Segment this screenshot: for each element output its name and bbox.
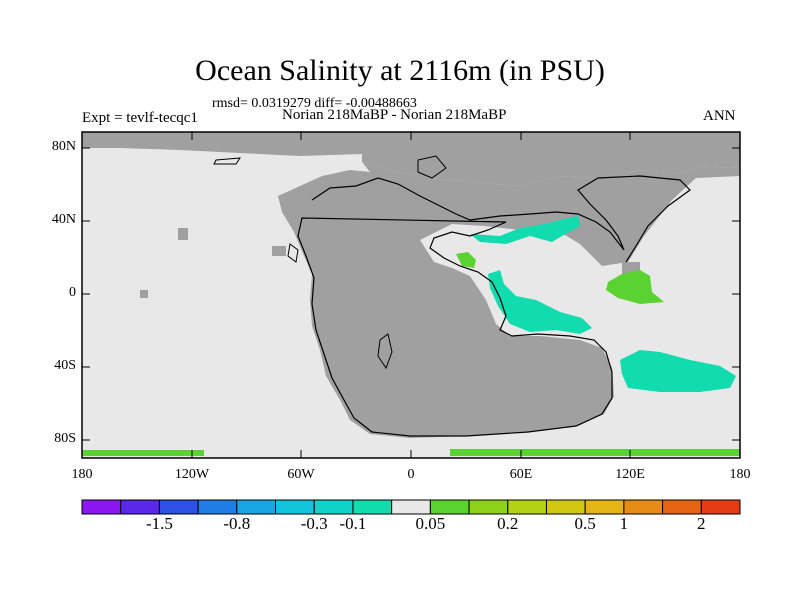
colorbar-box xyxy=(623,499,664,515)
anomaly-negative xyxy=(620,350,736,392)
y-tick-label: 80S xyxy=(54,431,76,446)
x-tick-label: 60W xyxy=(287,467,315,482)
y-tick-label: 0 xyxy=(69,285,76,300)
comparison-label: Norian 218MaBP - Norian 218MaBP xyxy=(282,107,507,123)
x-tick-label: 180 xyxy=(729,467,751,482)
colorbar-label: 0.5 xyxy=(574,514,596,533)
x-tick-label: 180 xyxy=(71,467,93,482)
stats-label: rmsd= 0.0319279 diff= -0.00488663 xyxy=(212,96,417,111)
anomaly-positive xyxy=(606,270,664,304)
colorbar-box xyxy=(584,499,625,515)
colorbar-box xyxy=(313,499,354,515)
coastline xyxy=(417,155,447,179)
season-label: ANN xyxy=(703,108,736,124)
anomaly-negative xyxy=(488,270,592,334)
anomaly-positive xyxy=(456,252,476,268)
colorbar-label: -0.8 xyxy=(223,514,251,533)
colorbar-box xyxy=(197,499,238,515)
x-tick-label: 0 xyxy=(407,467,415,482)
anomaly-negative xyxy=(470,216,580,244)
colorbar-box xyxy=(120,499,160,515)
colorbar-box xyxy=(700,499,741,515)
colorbar-label: -1.5 xyxy=(145,514,173,533)
colorbar-box xyxy=(158,499,199,515)
coastline xyxy=(377,333,393,370)
axis-ticks xyxy=(82,132,740,458)
colorbar-box xyxy=(429,499,470,515)
colorbar-label: 0.2 xyxy=(497,514,519,533)
colorbar-box xyxy=(236,499,277,515)
land-island xyxy=(140,290,148,298)
colorbar-label: 2 xyxy=(697,514,706,533)
y-tick-label: 80N xyxy=(51,139,76,154)
colorbar-box xyxy=(391,499,431,515)
land-north xyxy=(82,132,740,186)
x-tick-label: 60E xyxy=(509,467,533,482)
colorbar-box xyxy=(275,499,315,515)
land-island xyxy=(272,246,286,256)
colorbar-box xyxy=(468,499,509,515)
land-pangaea xyxy=(278,162,740,438)
coastline xyxy=(287,243,299,263)
colorbar-box xyxy=(662,499,702,515)
x-tick-label: 120W xyxy=(174,467,210,482)
coastline xyxy=(213,157,241,165)
anomaly-band-south xyxy=(82,450,204,456)
colorbar-label: -0.3 xyxy=(300,514,328,533)
anomaly-band-south xyxy=(450,449,740,456)
colorbar-label: -0.1 xyxy=(339,514,367,533)
colorbar-box xyxy=(352,499,393,515)
coastline xyxy=(297,175,691,437)
land-island xyxy=(178,228,188,240)
y-tick-label: 40S xyxy=(54,358,76,373)
colorbar-box xyxy=(545,499,586,515)
colorbar xyxy=(81,499,741,515)
y-tick-label: 40N xyxy=(51,212,76,227)
colorbar-label: 1 xyxy=(619,514,629,533)
colorbar-label: 0.05 xyxy=(415,514,446,533)
colorbar-box xyxy=(81,499,122,515)
plot-title: Ocean Salinity at 2116m (in PSU) xyxy=(195,54,605,87)
experiment-label: Expt = tevlf-tecqc1 xyxy=(82,110,198,126)
colorbar-box xyxy=(507,499,547,515)
x-tick-label: 120E xyxy=(615,467,645,482)
